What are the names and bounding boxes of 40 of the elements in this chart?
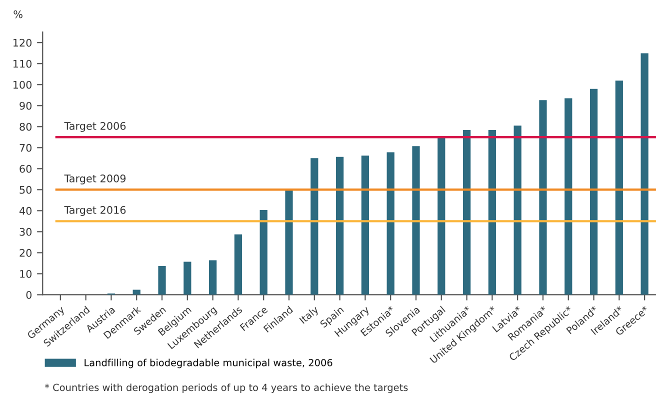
- bar: [132, 290, 140, 295]
- y-tick-label: 60: [20, 164, 32, 173]
- legend-label: Landfilling of biodegradable municipal waste, 2006: [84, 358, 332, 368]
- bar: [310, 158, 318, 295]
- y-tick-label: 0: [26, 290, 32, 299]
- y-tick-label: 120: [13, 38, 32, 47]
- ref-line-label: Target 2016: [64, 206, 126, 216]
- y-tick-label: 40: [19, 206, 32, 215]
- y-tick-label: 110: [13, 60, 32, 68]
- y-tick-label: 90: [20, 102, 32, 110]
- bar: [184, 262, 192, 295]
- bar: [488, 130, 496, 295]
- bar: [336, 156, 344, 295]
- bar: [361, 156, 370, 295]
- ref-line-label: Target 2006: [64, 122, 126, 132]
- bar: [412, 146, 420, 295]
- y-tick-label: 80: [20, 122, 32, 131]
- bar: [462, 130, 471, 295]
- bar: [158, 266, 166, 295]
- ref-line-label: Target 2009: [64, 174, 126, 184]
- bar: [564, 98, 572, 295]
- bar: [615, 80, 623, 295]
- bar: [285, 189, 293, 295]
- bar: [539, 100, 547, 295]
- bar: [260, 210, 268, 295]
- y-tick-label: 10: [20, 270, 32, 278]
- y-tick-label: 20: [20, 248, 32, 257]
- y-tick-label: 100: [13, 80, 32, 89]
- bar: [438, 136, 446, 295]
- bar: [208, 260, 217, 295]
- bar: [234, 234, 242, 295]
- y-tick-label: 70: [20, 144, 32, 152]
- bar: [386, 152, 394, 295]
- y-axis-title: %: [14, 10, 22, 18]
- bar: [590, 88, 598, 295]
- bar: [514, 126, 522, 295]
- y-tick-label: 50: [20, 186, 32, 194]
- text: * Countries with derogation periods of up to 4 years to achieve the targets: [44, 384, 408, 393]
- y-tick-label: 30: [20, 228, 32, 236]
- bar: [640, 53, 648, 295]
